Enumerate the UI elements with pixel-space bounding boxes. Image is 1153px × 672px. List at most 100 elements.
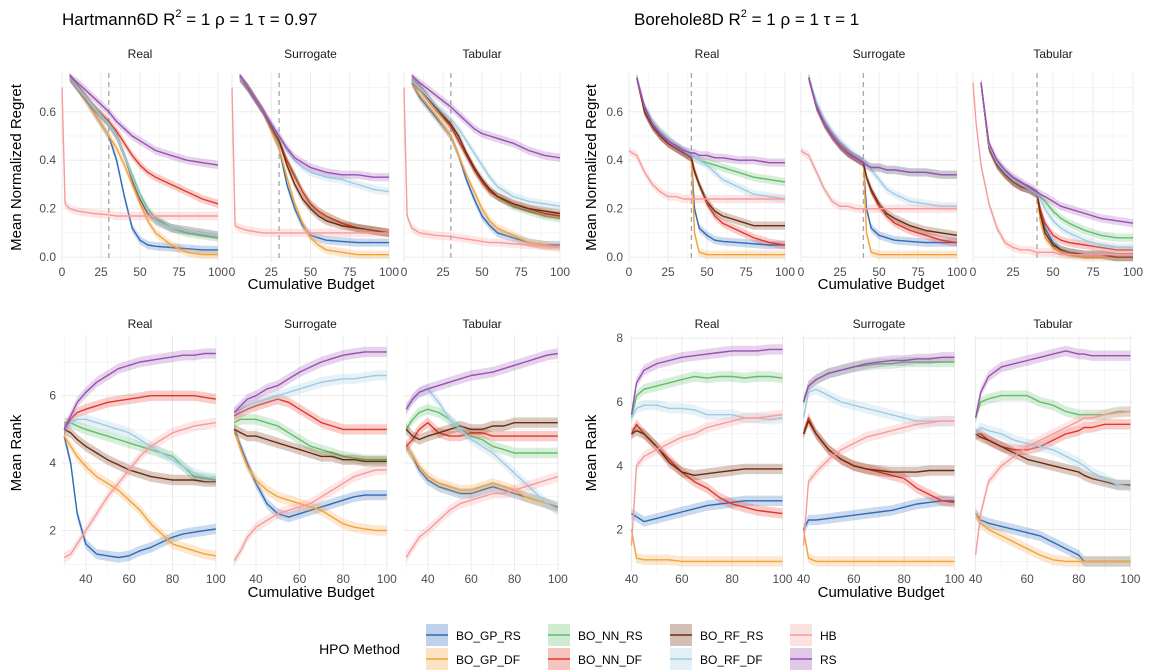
- series-hb: [630, 409, 783, 551]
- series-line: [239, 75, 389, 244]
- series-line: [802, 356, 955, 403]
- series-line: [636, 77, 786, 200]
- series-line: [233, 428, 387, 463]
- x-tick-label: 0: [970, 265, 977, 279]
- series-line: [63, 418, 216, 479]
- x-tick-label: 50: [133, 265, 147, 279]
- series-bo-nn-rs: [630, 371, 783, 424]
- series-rs: [239, 73, 389, 182]
- panel-hartmann6d-rank-tabular: Tabular 40 60 80 100: [404, 317, 568, 586]
- confidence-band: [631, 524, 783, 567]
- series-line: [808, 77, 957, 176]
- confidence-band: [808, 73, 957, 211]
- series-hb: [403, 83, 561, 252]
- series-rs: [630, 344, 783, 420]
- y-tick-label: 0.4: [39, 153, 56, 167]
- series-rs: [974, 345, 1131, 424]
- panel-title: Tabular: [462, 317, 501, 331]
- confidence-band: [631, 371, 783, 424]
- series-line: [800, 149, 957, 210]
- x-tick-label: 40: [79, 572, 93, 586]
- series-bo-nn-df: [233, 393, 387, 435]
- panel-borehole8d-rank-real: Real 40 60 80 100 2 4 6 8: [616, 317, 793, 586]
- gridlines: [972, 73, 1134, 262]
- confidence-band: [234, 370, 387, 418]
- series-bo-gp-df: [411, 78, 561, 252]
- confidence-band: [636, 73, 785, 167]
- x-tick-label: 80: [166, 572, 180, 586]
- series-bo-rf-df: [980, 78, 1133, 252]
- confidence-band: [234, 424, 387, 523]
- series-hb: [974, 406, 1131, 561]
- series-bo-rf-df: [411, 76, 561, 211]
- y-tick-label: 2: [616, 523, 623, 537]
- x-tick-label: 0: [798, 265, 805, 279]
- series-line: [61, 87, 218, 217]
- confidence-band: [234, 346, 387, 418]
- confidence-band: [406, 404, 558, 459]
- panel-hartmann6d-rank-surrogate: Surrogate 40 60 80 100: [232, 317, 397, 586]
- confidence-band: [64, 348, 216, 435]
- x-axis-title-regret-hartmann: Cumulative Budget: [248, 276, 376, 293]
- x-tick-label: 25: [1006, 265, 1020, 279]
- x-tick-label: 80: [897, 572, 911, 586]
- series-line: [972, 82, 1133, 256]
- confidence-band: [69, 73, 218, 240]
- panel-title: Surrogate: [284, 317, 337, 331]
- y-tick-label: 6: [49, 389, 56, 403]
- series-bo-nn-rs: [233, 414, 387, 465]
- y-tick-label: 0.0: [606, 250, 623, 264]
- confidence-band: [239, 73, 389, 182]
- series-line: [974, 350, 1131, 419]
- confidence-band: [803, 524, 955, 567]
- series-bo-rf-df: [233, 370, 387, 418]
- legend-item-bo-nn-rs: BO_NN_RS: [548, 624, 643, 646]
- series-line: [631, 430, 783, 476]
- x-tick-label: 40: [797, 572, 811, 586]
- series-bo-rf-df: [63, 414, 216, 484]
- series-bo-gp-df: [63, 431, 216, 561]
- series-hb: [405, 471, 559, 563]
- series-bo-gp-df: [802, 524, 955, 567]
- confidence-band: [803, 495, 955, 535]
- series-rs: [411, 73, 561, 162]
- series-line: [233, 351, 387, 413]
- y-tick-label: 0.6: [39, 105, 56, 119]
- legend-item-bo-rf-df: BO_RF_DF: [670, 648, 763, 670]
- y-tick-label: 4: [616, 459, 623, 473]
- x-tick-label: 100: [548, 572, 568, 586]
- series-line: [63, 428, 216, 483]
- series-rs: [405, 348, 558, 415]
- panel-title: Tabular: [462, 47, 501, 61]
- series-line: [239, 75, 389, 178]
- confidence-band: [981, 78, 1133, 228]
- series-bo-rf-df: [975, 422, 1131, 492]
- series-bo-gp-rs: [802, 495, 955, 535]
- y-tick-label: 6: [616, 395, 623, 409]
- x-tick-label: 80: [337, 572, 351, 586]
- panel-borehole8d-regret-tabular: Tabular 0 25 50 75 100: [970, 47, 1144, 279]
- panel-hartmann6d-regret-real: Real 0 25 50 75 100 0.0 0.2 0.4 0.6: [39, 47, 228, 279]
- y-tick-label: 0.2: [39, 202, 56, 216]
- series-bo-rf-rs: [631, 425, 783, 481]
- group-titles: Hartmann6D R2 = 1 ρ = 1 τ = 0.97 Borehole…: [62, 8, 859, 29]
- series-line: [411, 74, 561, 159]
- legend-label: HB: [820, 629, 837, 643]
- series-line: [405, 445, 559, 510]
- series-bo-rf-df: [69, 73, 219, 240]
- confidence-band: [234, 393, 387, 435]
- y-tick-label: 8: [616, 331, 623, 345]
- series-line: [233, 469, 387, 562]
- panel-title: Real: [128, 317, 153, 331]
- x-tick-label: 25: [661, 265, 675, 279]
- series-hb: [972, 78, 1133, 259]
- x-tick-label: 75: [1086, 265, 1100, 279]
- legend-item-rs: RS: [790, 648, 837, 670]
- series-rs: [233, 346, 387, 418]
- confidence-band: [808, 73, 957, 240]
- series-line: [975, 426, 1131, 488]
- confidence-band: [631, 495, 783, 527]
- series-line: [802, 500, 955, 530]
- x-tick-label: 25: [833, 265, 847, 279]
